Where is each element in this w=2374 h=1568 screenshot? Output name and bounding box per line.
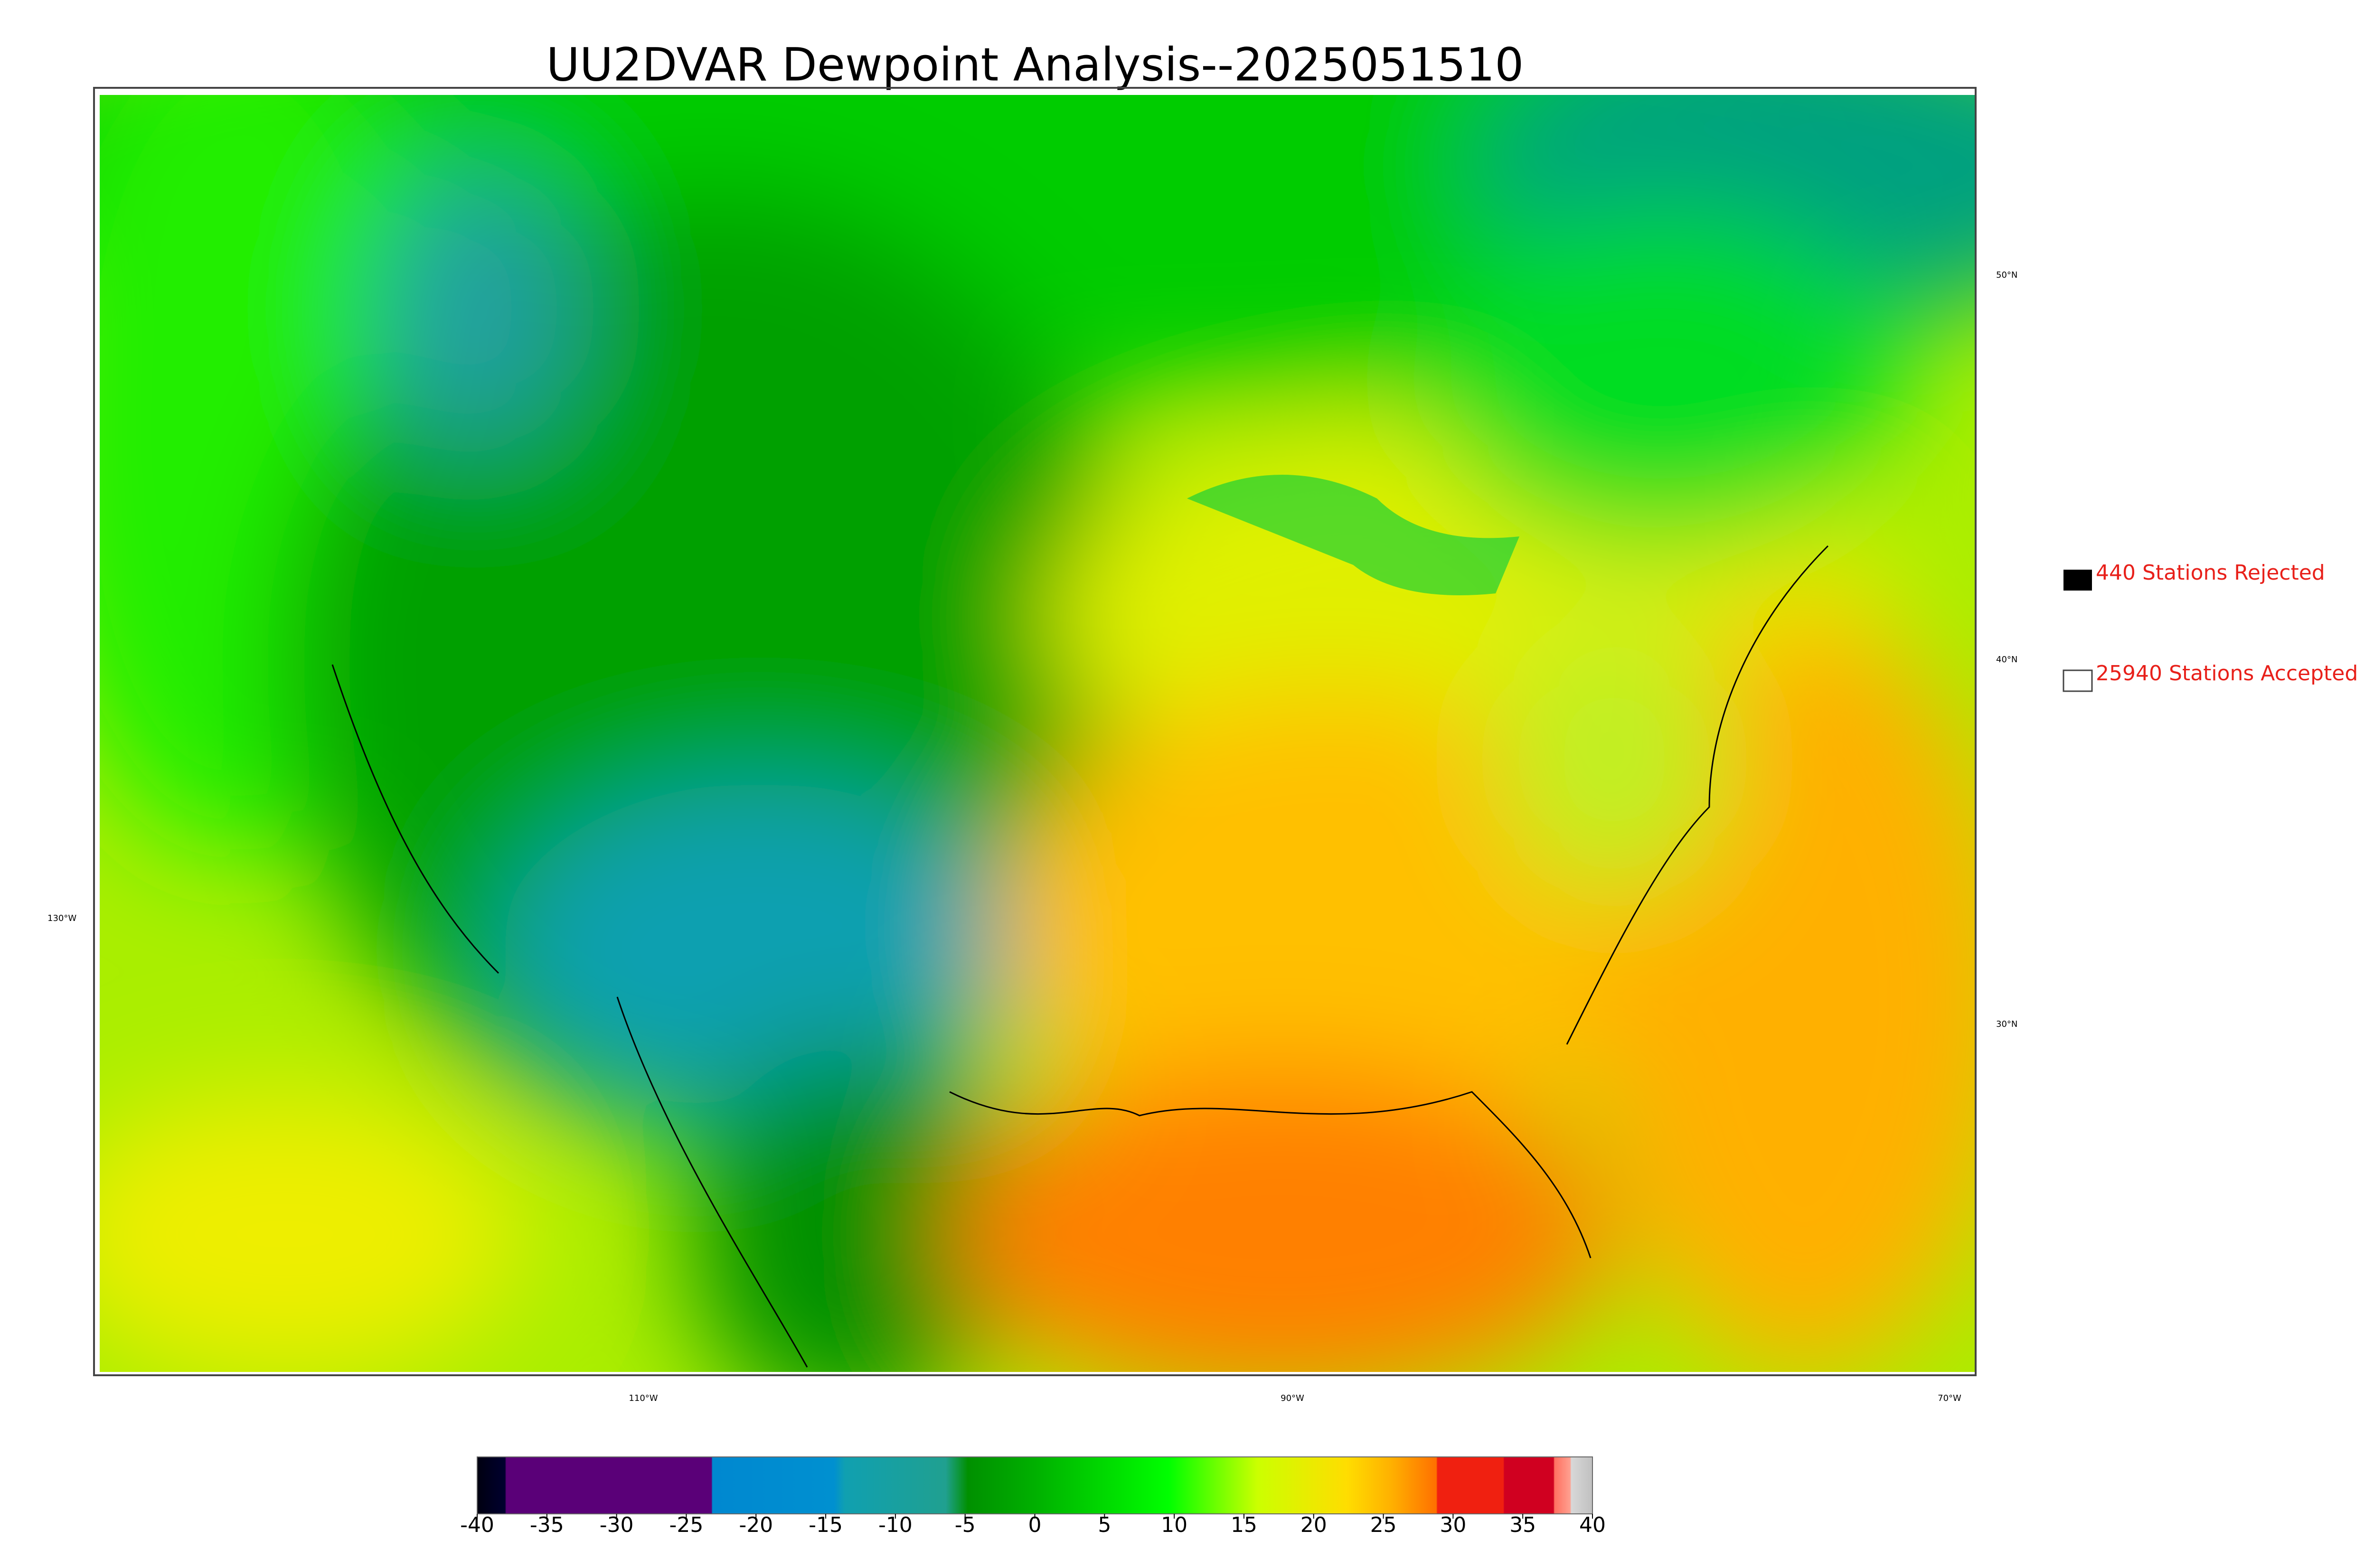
colorbar-tick-label: -10 — [878, 1513, 913, 1537]
lat-label: 40°N — [1996, 655, 2017, 665]
colorbar-tick-label: 40 — [1579, 1513, 1606, 1537]
colorbar-tick-label: -25 — [669, 1513, 704, 1537]
colorbar-tick-label: 25 — [1370, 1513, 1397, 1537]
colorbar-tick-label: 20 — [1300, 1513, 1327, 1537]
lat-label: 30°N — [1996, 1019, 2017, 1029]
colorbar-tick-label: -35 — [530, 1513, 564, 1537]
lon-label: 130°W — [47, 913, 76, 923]
colorbar-tick-label: -15 — [809, 1513, 843, 1537]
colorbar-tick-label: -30 — [600, 1513, 634, 1537]
colorbar-tick-label: 30 — [1440, 1513, 1466, 1537]
colorbar-tick-label: 10 — [1161, 1513, 1187, 1537]
lon-label: 110°W — [629, 1393, 658, 1403]
legend-swatch — [2063, 570, 2092, 591]
legend-label: 25940 Stations Accepted — [2096, 661, 2358, 685]
colorbar-tick-label: 15 — [1231, 1513, 1257, 1537]
map-field — [100, 95, 1975, 1372]
colorbar-tick-label: 0 — [1028, 1513, 1042, 1537]
legend-label: 440 Stations Rejected — [2096, 561, 2325, 585]
lon-label: 70°W — [1938, 1393, 1961, 1403]
colorbar-tick-label: -20 — [739, 1513, 773, 1537]
lat-label: 50°N — [1996, 270, 2017, 280]
colorbar — [477, 1456, 1593, 1514]
legend-swatch — [2063, 669, 2093, 692]
colorbar-tick-label: 35 — [1509, 1513, 1536, 1537]
title: UU2DVAR Dewpoint Analysis--2025051510 — [546, 38, 1524, 91]
colorbar-tick-label: 5 — [1098, 1513, 1111, 1537]
colorbar-tick-label: -5 — [955, 1513, 976, 1537]
map-frame — [93, 87, 1977, 1376]
lon-label: 90°W — [1281, 1393, 1304, 1403]
colorbar-tick-label: -40 — [460, 1513, 494, 1537]
